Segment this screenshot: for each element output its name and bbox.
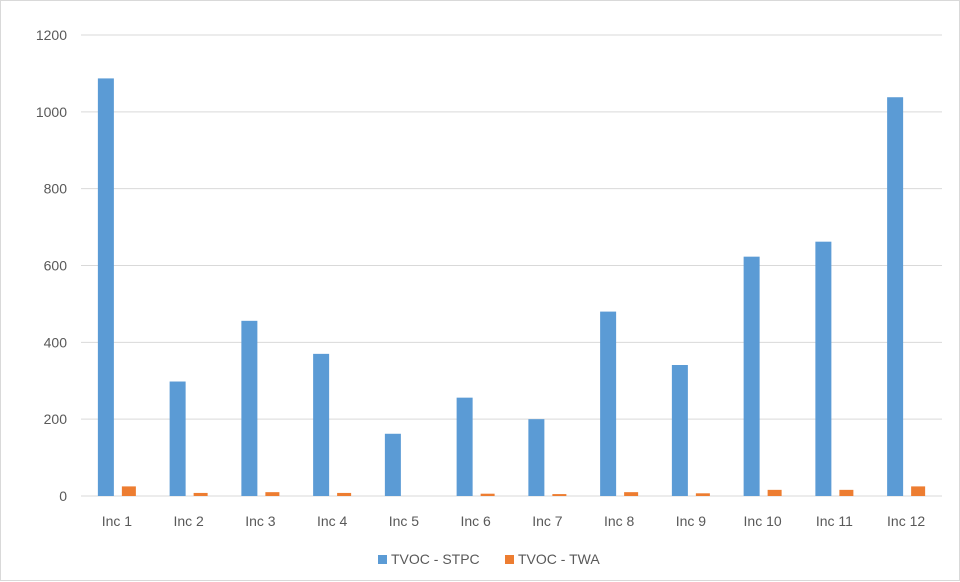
x-tick-label: Inc 11 <box>816 513 853 529</box>
gridlines <box>81 34 942 497</box>
x-tick-label: Inc 6 <box>460 513 491 529</box>
bar-twa <box>839 489 854 496</box>
x-tick-label: Inc 3 <box>245 513 276 529</box>
legend-label-twa: TVOC - TWA <box>518 551 600 567</box>
x-tick-label: Inc 4 <box>317 513 348 529</box>
y-tick-label: 0 <box>59 488 67 504</box>
bar-stpc <box>456 397 473 496</box>
x-tick-label: Inc 7 <box>532 513 563 529</box>
bar-twa <box>911 486 926 496</box>
x-tick-label: Inc 5 <box>389 513 420 529</box>
bar-stpc <box>97 78 114 497</box>
bar-stpc <box>600 311 617 496</box>
y-tick-label: 400 <box>44 334 68 350</box>
bar-twa <box>337 492 352 496</box>
bar-twa <box>767 489 782 496</box>
bar-twa <box>193 492 208 496</box>
bar-twa <box>624 492 639 496</box>
y-tick-label: 800 <box>44 181 68 197</box>
x-tick-label: Inc 1 <box>102 513 133 529</box>
bars <box>97 78 926 497</box>
y-tick-label: 1000 <box>36 104 67 120</box>
x-tick-label: Inc 9 <box>676 513 707 529</box>
legend-label-stpc: TVOC - STPC <box>391 551 480 567</box>
bar-stpc <box>169 381 186 496</box>
bar-twa <box>552 494 567 496</box>
legend-swatch-twa <box>505 555 514 564</box>
x-tick-label: Inc 2 <box>173 513 204 529</box>
bar-stpc <box>384 433 401 496</box>
bar-twa <box>480 493 495 496</box>
y-axis-ticks: 0 200 400 600 800 1000 1200 <box>36 27 67 504</box>
y-tick-label: 600 <box>44 258 68 274</box>
x-tick-label: Inc 12 <box>887 513 925 529</box>
bar-stpc <box>528 419 545 496</box>
bar-stpc <box>887 97 904 497</box>
y-tick-label: 1200 <box>36 27 67 43</box>
bar-stpc <box>671 364 688 496</box>
bar-stpc <box>241 320 258 496</box>
x-tick-label: Inc 8 <box>604 513 635 529</box>
x-tick-label: Inc 10 <box>744 513 782 529</box>
bar-twa <box>121 486 136 496</box>
bar-twa <box>695 493 710 496</box>
bar-stpc <box>815 241 832 496</box>
y-tick-label: 200 <box>44 411 68 427</box>
bar-twa <box>265 492 280 496</box>
bar-stpc <box>743 256 760 496</box>
legend: TVOC - STPC TVOC - TWA <box>378 551 600 567</box>
x-axis-ticks: Inc 1 Inc 2 Inc 3 Inc 4 Inc 5 Inc 6 Inc 7 Inc 8… <box>102 513 926 529</box>
legend-swatch-stpc <box>378 555 387 564</box>
bar-stpc <box>313 353 330 496</box>
